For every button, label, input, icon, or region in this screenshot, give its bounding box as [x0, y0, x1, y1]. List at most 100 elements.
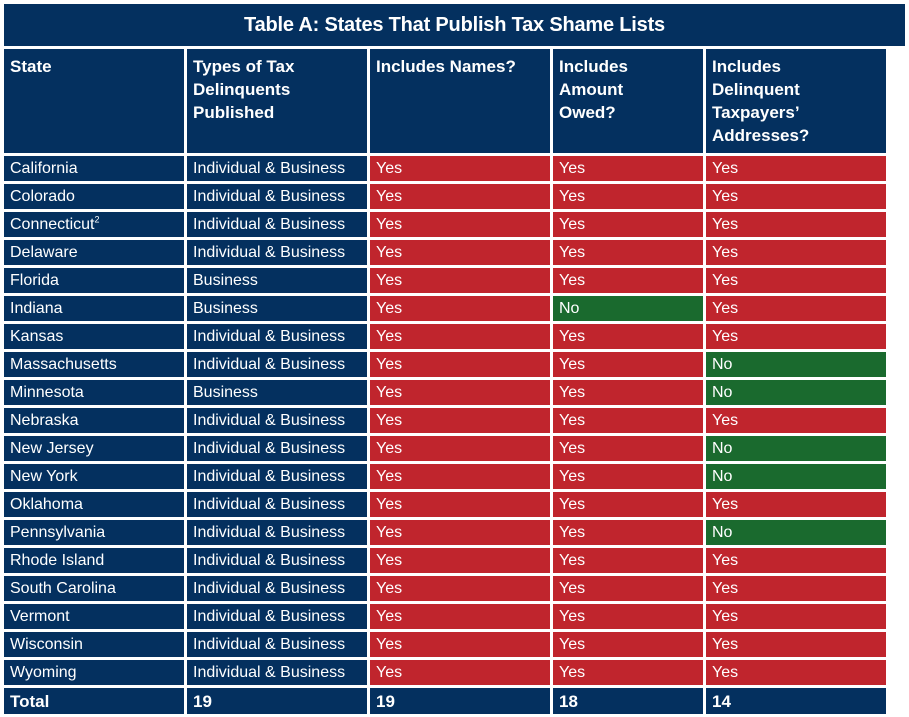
header-types: Types of Tax Delinquents Published	[187, 49, 367, 153]
names-cell: Yes	[370, 632, 550, 657]
amount-cell: Yes	[553, 436, 703, 461]
amount-cell: Yes	[553, 604, 703, 629]
address-cell: Yes	[706, 240, 886, 265]
address-cell: No	[706, 380, 886, 405]
address-cell: Yes	[706, 548, 886, 573]
footnote-marker: 2	[94, 214, 100, 225]
names-cell: Yes	[370, 576, 550, 601]
state-cell: New Jersey	[4, 436, 184, 461]
names-cell: Yes	[370, 436, 550, 461]
amount-cell: Yes	[553, 660, 703, 685]
amount-cell: Yes	[553, 352, 703, 377]
table-row: Oklahoma Individual & Business Yes Yes Yes	[4, 492, 886, 517]
type-cell: Individual & Business	[187, 240, 367, 265]
state-cell: Rhode Island	[4, 548, 184, 573]
table-title: Table A: States That Publish Tax Shame L…	[4, 4, 905, 46]
table-row: Indiana Business Yes No Yes	[4, 296, 886, 321]
type-cell: Individual & Business	[187, 604, 367, 629]
address-cell: Yes	[706, 576, 886, 601]
amount-cell: Yes	[553, 184, 703, 209]
type-cell: Individual & Business	[187, 408, 367, 433]
names-cell: Yes	[370, 352, 550, 377]
type-cell: Individual & Business	[187, 212, 367, 237]
address-cell: Yes	[706, 408, 886, 433]
address-cell: Yes	[706, 156, 886, 181]
header-addresses: Includes Delinquent Taxpayers’ Addresses…	[706, 49, 886, 153]
header-names: Includes Names?	[370, 49, 550, 153]
amount-cell: Yes	[553, 212, 703, 237]
state-cell: Delaware	[4, 240, 184, 265]
amount-cell: Yes	[553, 520, 703, 545]
address-cell: No	[706, 352, 886, 377]
names-cell: Yes	[370, 240, 550, 265]
names-cell: Yes	[370, 184, 550, 209]
total-names: 19	[370, 688, 550, 714]
names-cell: Yes	[370, 408, 550, 433]
table-row: California Individual & Business Yes Yes Yes	[4, 156, 886, 181]
address-cell: Yes	[706, 296, 886, 321]
type-cell: Business	[187, 380, 367, 405]
names-cell: Yes	[370, 464, 550, 489]
names-cell: Yes	[370, 296, 550, 321]
table-row: Rhode Island Individual & Business Yes Yes Y…	[4, 548, 886, 573]
names-cell: Yes	[370, 520, 550, 545]
type-cell: Individual & Business	[187, 464, 367, 489]
amount-cell: Yes	[553, 576, 703, 601]
state-cell: Indiana	[4, 296, 184, 321]
state-cell: Minnesota	[4, 380, 184, 405]
states-table: State Types of Tax Delinquents Published…	[1, 46, 889, 717]
state-cell: Oklahoma	[4, 492, 184, 517]
names-cell: Yes	[370, 212, 550, 237]
tax-shame-table-container: Table A: States That Publish Tax Shame L…	[4, 4, 905, 717]
amount-cell: Yes	[553, 380, 703, 405]
amount-cell: Yes	[553, 240, 703, 265]
address-cell: Yes	[706, 184, 886, 209]
address-cell: Yes	[706, 660, 886, 685]
names-cell: Yes	[370, 268, 550, 293]
names-cell: Yes	[370, 380, 550, 405]
amount-cell: Yes	[553, 464, 703, 489]
amount-cell: Yes	[553, 408, 703, 433]
table-row: Vermont Individual & Business Yes Yes Yes	[4, 604, 886, 629]
state-cell: South Carolina	[4, 576, 184, 601]
names-cell: Yes	[370, 548, 550, 573]
total-amount: 18	[553, 688, 703, 714]
names-cell: Yes	[370, 156, 550, 181]
state-cell: New York	[4, 464, 184, 489]
type-cell: Individual & Business	[187, 324, 367, 349]
names-cell: Yes	[370, 492, 550, 517]
address-cell: Yes	[706, 268, 886, 293]
header-amount: Includes Amount Owed?	[553, 49, 703, 153]
table-row: New Jersey Individual & Business Yes Yes No	[4, 436, 886, 461]
total-types: 19	[187, 688, 367, 714]
names-cell: Yes	[370, 324, 550, 349]
amount-cell: Yes	[553, 632, 703, 657]
table-row: South Carolina Individual & Business Yes Ye…	[4, 576, 886, 601]
address-cell: No	[706, 520, 886, 545]
state-cell: Nebraska	[4, 408, 184, 433]
type-cell: Individual & Business	[187, 156, 367, 181]
amount-cell: Yes	[553, 268, 703, 293]
table-row: Kansas Individual & Business Yes Yes Yes	[4, 324, 886, 349]
table-row: Wisconsin Individual & Business Yes Yes Yes	[4, 632, 886, 657]
state-cell: Kansas	[4, 324, 184, 349]
amount-cell: Yes	[553, 324, 703, 349]
state-cell: Wisconsin	[4, 632, 184, 657]
amount-cell: Yes	[553, 548, 703, 573]
amount-cell: Yes	[553, 492, 703, 517]
total-addresses: 14	[706, 688, 886, 714]
type-cell: Business	[187, 296, 367, 321]
table-row: Colorado Individual & Business Yes Yes Yes	[4, 184, 886, 209]
address-cell: Yes	[706, 212, 886, 237]
type-cell: Individual & Business	[187, 520, 367, 545]
address-cell: No	[706, 464, 886, 489]
table-row: Pennsylvania Individual & Business Yes Yes N…	[4, 520, 886, 545]
state-cell: Pennsylvania	[4, 520, 184, 545]
names-cell: Yes	[370, 660, 550, 685]
table-row: Minnesota Business Yes Yes No	[4, 380, 886, 405]
state-cell: Massachusetts	[4, 352, 184, 377]
state-cell: Vermont	[4, 604, 184, 629]
total-label: Total	[4, 688, 184, 714]
table-row: Massachusetts Individual & Business Yes Yes…	[4, 352, 886, 377]
type-cell: Individual & Business	[187, 548, 367, 573]
